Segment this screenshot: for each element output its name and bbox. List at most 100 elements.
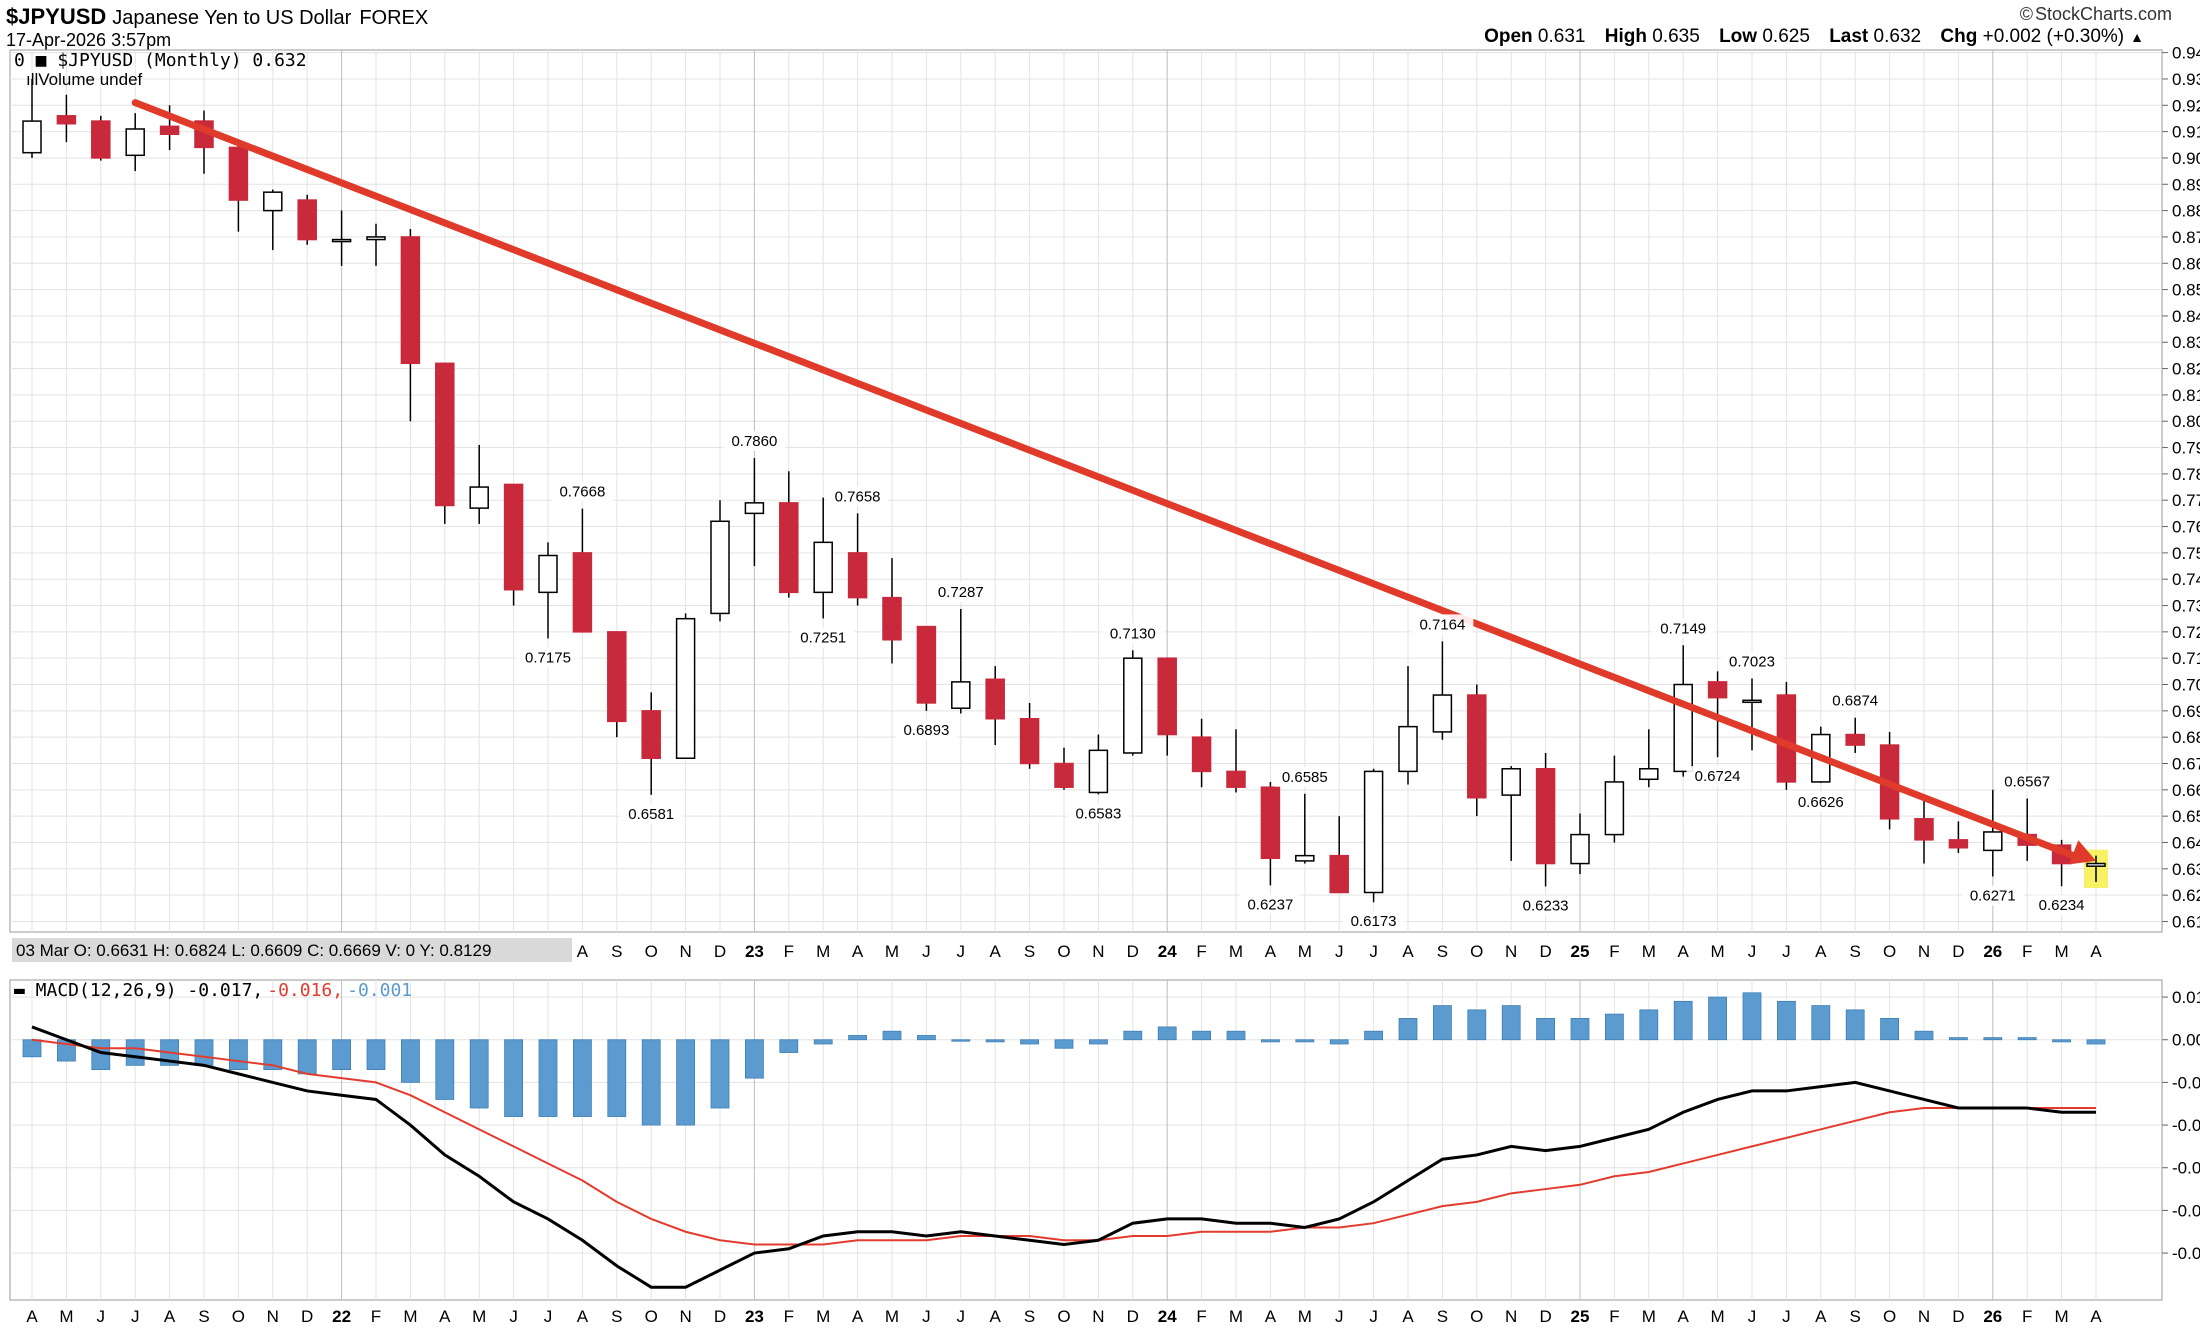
trendline-arrowhead bbox=[2068, 840, 2096, 865]
macd-histogram-bar bbox=[1433, 1005, 1452, 1041]
annotation-box bbox=[1239, 894, 1302, 915]
price-x-label: D bbox=[1127, 942, 1139, 961]
price-tick-label: 0.810 bbox=[2172, 386, 2200, 405]
price-x-label: 25 bbox=[1571, 942, 1590, 961]
price-x-label: A bbox=[990, 942, 1002, 961]
macd-histogram-bar bbox=[1123, 1030, 1143, 1041]
price-tick-label: 0.920 bbox=[2172, 96, 2200, 115]
candle-body bbox=[1260, 786, 1281, 860]
price-x-label: 26 bbox=[1983, 942, 2002, 961]
price-tick-label: 0.820 bbox=[2172, 360, 2200, 379]
candle-body bbox=[366, 236, 386, 241]
macd-x-label: M bbox=[1229, 1307, 1243, 1326]
annotation-box bbox=[1514, 895, 1577, 916]
macd-histogram-bar bbox=[1536, 1018, 1555, 1041]
candle-body bbox=[1983, 831, 2003, 852]
price-x-label: S bbox=[611, 942, 622, 961]
low-label: Low bbox=[1719, 26, 1758, 47]
candle-body bbox=[1054, 762, 1074, 788]
price-tick-label: 0.830 bbox=[2172, 333, 2200, 352]
annotation-label: 0.6893 bbox=[903, 722, 949, 739]
candle-body bbox=[916, 625, 937, 704]
macd-x-label: S bbox=[198, 1307, 209, 1326]
annotation-label: 0.6234 bbox=[2039, 897, 2085, 914]
macd-legend-part: -0.001 bbox=[347, 980, 412, 1001]
price-x-label: A bbox=[1402, 942, 1414, 961]
macd-x-label: O bbox=[1883, 1307, 1896, 1326]
macd-x-label: A bbox=[1678, 1307, 1690, 1326]
price-tick-label: 0.780 bbox=[2172, 465, 2200, 484]
annotation-label: 0.7164 bbox=[1419, 616, 1465, 633]
candle-body bbox=[400, 236, 421, 365]
candle-body bbox=[1535, 768, 1556, 865]
price-x-label: N bbox=[679, 942, 691, 961]
price-x-label: J bbox=[922, 942, 931, 961]
annotation-label: 0.6237 bbox=[1247, 896, 1293, 913]
candle-body bbox=[1295, 854, 1315, 862]
macd-histogram-bar bbox=[1983, 1037, 2003, 1041]
macd-tick-label: -0.030 bbox=[2172, 1159, 2200, 1178]
signal-line bbox=[31, 1038, 2096, 1246]
macd-histogram-bar bbox=[1811, 1005, 1831, 1041]
macd-x-label: S bbox=[611, 1307, 622, 1326]
annotation-label: 0.6583 bbox=[1075, 805, 1121, 822]
macd-histogram-bar bbox=[985, 1039, 1005, 1043]
macd-histogram-bar bbox=[2052, 1039, 2072, 1043]
price-x-label: S bbox=[1024, 942, 1035, 961]
macd-histogram-bar bbox=[366, 1039, 386, 1070]
annotation-label: 0.7668 bbox=[559, 484, 605, 501]
price-x-label: J bbox=[1748, 942, 1757, 961]
price-tick-label: 0.940 bbox=[2172, 44, 2200, 63]
macd-histogram-bar bbox=[676, 1039, 695, 1126]
macd-histogram-bar bbox=[1364, 1030, 1383, 1041]
last-candle-body bbox=[2086, 862, 2106, 867]
price-tick-label: 0.870 bbox=[2172, 228, 2200, 247]
macd-histogram-bar bbox=[1742, 992, 1762, 1041]
price-x-label: F bbox=[1609, 942, 1619, 961]
macd-histogram-bar bbox=[332, 1039, 352, 1070]
macd-x-label: J bbox=[1748, 1307, 1757, 1326]
candle-body bbox=[779, 502, 799, 594]
macd-panel[interactable]: 0.010 0.000 -0.010 -0.020 -0.030 -0.040 -0.050… bbox=[9, 979, 2200, 1326]
macd-x-label: M bbox=[472, 1307, 486, 1326]
macd-histogram-bar bbox=[951, 1039, 971, 1042]
macd-histogram-bar bbox=[1226, 1030, 1246, 1041]
price-tick-label: 0.770 bbox=[2172, 491, 2200, 510]
macd-panel-frame bbox=[9, 979, 2163, 1301]
candle-body bbox=[538, 554, 558, 594]
price-x-label: O bbox=[645, 942, 658, 961]
macd-tick-label: -0.010 bbox=[2172, 1073, 2200, 1092]
price-x-label: D bbox=[1539, 942, 1551, 961]
macd-x-label: S bbox=[1850, 1307, 1861, 1326]
quote-summary: Open 0.631 High 0.635 Low 0.625 Last 0.6… bbox=[1470, 26, 2144, 48]
macd-x-label: A bbox=[1815, 1307, 1827, 1326]
price-panel[interactable]: 0.940 0.930 0.920 0.910 0.900 0.890 0.880 0.870… bbox=[9, 44, 2200, 962]
macd-histogram-bar bbox=[1639, 1009, 1659, 1041]
candle-body bbox=[1914, 818, 1934, 841]
price-x-label: N bbox=[1918, 942, 1930, 961]
macd-x-label: A bbox=[164, 1307, 176, 1326]
price-tick-label: 0.720 bbox=[2172, 623, 2200, 642]
macd-x-label: O bbox=[232, 1307, 245, 1326]
macd-x-label: 23 bbox=[745, 1307, 764, 1326]
macd-tick-label: 0.000 bbox=[2172, 1031, 2200, 1050]
macd-x-label: O bbox=[645, 1307, 658, 1326]
candle-body bbox=[1570, 833, 1590, 865]
low-value: 0.625 bbox=[1762, 26, 1810, 47]
brand-link[interactable]: © StockCharts.com bbox=[2020, 4, 2172, 25]
annotation-label: 0.6585 bbox=[1282, 769, 1328, 786]
candle-body bbox=[503, 483, 524, 591]
annotation-label: 0.6724 bbox=[1695, 768, 1741, 785]
macd-x-label: F bbox=[1196, 1307, 1206, 1326]
macd-tick-label: -0.020 bbox=[2172, 1116, 2200, 1135]
high-label: High bbox=[1604, 26, 1647, 47]
macd-x-label: A bbox=[852, 1307, 864, 1326]
price-tick-label: 0.680 bbox=[2172, 728, 2200, 747]
macd-x-label: M bbox=[1642, 1307, 1656, 1326]
price-x-label: J bbox=[1782, 942, 1791, 961]
macd-x-label: M bbox=[1298, 1307, 1312, 1326]
price-tick-label: 0.840 bbox=[2172, 307, 2200, 326]
macd-histogram-bar bbox=[400, 1039, 420, 1083]
candle-body bbox=[1604, 781, 1625, 836]
